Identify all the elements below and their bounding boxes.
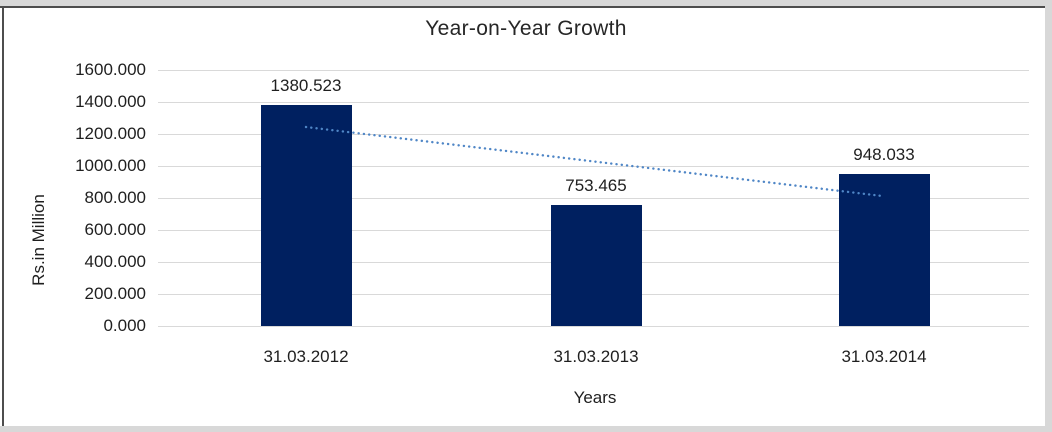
gridline	[158, 101, 1029, 103]
y-axis-tick-label: 200.000	[84, 284, 146, 303]
frame-top-border	[0, 6, 1052, 8]
y-axis-tick-label: 1400.000	[75, 92, 146, 111]
chart-title: Year-on-Year Growth	[425, 17, 627, 40]
x-axis-title: Years	[573, 388, 617, 407]
bar-data-label: 753.465	[565, 176, 627, 196]
y-axis-tick-label: 800.000	[84, 188, 146, 207]
frame-right-edge	[1045, 0, 1052, 432]
bar-31.03.2013	[550, 205, 642, 326]
bar-data-label: 948.033	[853, 145, 915, 165]
frame-top-edge	[0, 0, 1052, 6]
bar-data-label: 1380.523	[270, 76, 342, 96]
y-axis-tick-label: 0.000	[103, 316, 146, 335]
y-axis-title: Rs.in Million	[29, 194, 48, 286]
y-axis-tick-label: 1200.000	[75, 124, 146, 143]
x-axis-tick-label: 31.03.2013	[553, 347, 639, 366]
y-axis-tick-label: 600.000	[84, 220, 146, 239]
gridline	[158, 69, 1029, 71]
bar-31.03.2012	[260, 105, 352, 326]
x-axis-tick-label: 31.03.2012	[263, 347, 349, 366]
frame-bottom-edge	[0, 426, 1052, 432]
x-axis-tick-label: 31.03.2014	[841, 347, 927, 366]
gridline	[158, 197, 1029, 199]
y-axis-tick-label: 1600.000	[75, 60, 146, 79]
y-axis-tick-label: 1000.000	[75, 156, 146, 175]
gridline	[158, 325, 1029, 327]
frame-left-border	[2, 6, 4, 427]
bar-31.03.2014	[838, 174, 930, 326]
y-axis-tick-label: 400.000	[84, 252, 146, 271]
